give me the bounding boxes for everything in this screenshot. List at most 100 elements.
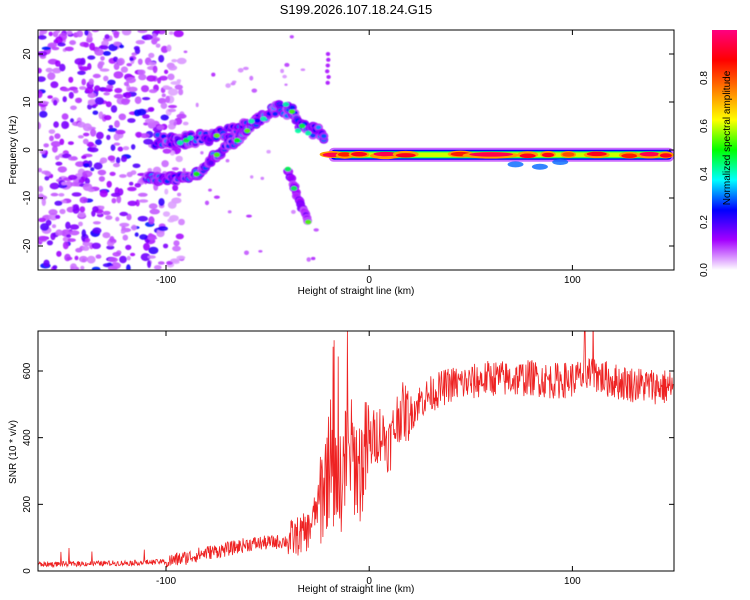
noise-cell [45,219,52,226]
colorbar-tick-label: 0.4 [699,167,710,181]
noise-cell [137,69,146,75]
noise-cell [113,93,124,99]
noise-cell [172,245,181,252]
noise-cell [140,253,151,262]
noise-cell [249,75,254,81]
noise-cell [68,174,78,181]
noise-cell [91,210,96,217]
noise-cell [137,192,148,197]
noise-cell [90,167,95,172]
noise-cell [67,238,76,243]
noise-cell [113,62,120,70]
noise-cell [258,250,263,253]
noise-cell [41,30,48,35]
noise-cell [115,157,121,164]
noise-cell [38,76,46,82]
noise-cell [134,232,139,237]
noise-cell [108,125,113,129]
noise-cell [75,97,82,104]
noise-cell [92,227,102,234]
noise-cell [69,40,77,46]
noise-cell [80,57,86,66]
noise-cell [86,255,96,264]
noise-cell [84,177,90,185]
noise-cell [106,245,115,250]
noise-cell [87,92,97,99]
noise-cell [159,75,168,81]
noise-cell [109,236,115,243]
spectrogram-cells [38,30,331,270]
main-signal-hotspot [639,151,660,157]
noise-cell [51,224,57,229]
noise-cell [116,57,125,66]
noise-cell [282,74,287,79]
noise-cell [110,105,118,113]
noise-cell [119,255,127,264]
noise-cell [79,206,86,213]
noise-cell [213,195,220,199]
noise-cell [246,214,252,218]
noise-cell [72,204,80,211]
noise-cell [107,155,116,161]
noise-cell [111,198,117,204]
noise-cell [58,193,65,197]
noise-cell [116,195,122,204]
noise-cell [86,38,93,43]
noise-cell [94,85,101,92]
noise-cell [127,200,138,206]
upper-branch-cell [282,102,290,107]
noise-cell [300,68,306,71]
noise-cell [152,32,157,40]
noise-cell [175,155,183,163]
noise-cell [98,45,109,50]
noise-cell [326,75,331,79]
noise-cell [119,211,129,217]
noise-cell [91,266,101,270]
noise-cell [66,234,72,238]
noise-cell [103,75,109,82]
main-signal-hotspot [542,152,555,158]
noise-cell [82,138,89,145]
noise-cell [138,199,149,203]
noise-cell [103,115,112,121]
snr-x-tick-label: 100 [564,576,581,587]
noise-cell [67,141,74,146]
noise-cell [38,217,47,223]
noise-cell [48,31,53,37]
noise-cell [62,96,67,103]
noise-cell [143,122,149,126]
noise-cell [171,59,178,63]
noise-cell [115,129,126,135]
noise-cell [38,90,43,99]
noise-cell [43,143,49,148]
noise-cell [55,36,63,44]
noise-cell [260,176,265,180]
noise-cell [183,50,188,54]
colorbar-ticks: 0.0 0.2 0.4 0.6 0.8 [699,71,710,277]
noise-cell [115,216,120,222]
noise-cell [54,200,63,206]
noise-cell [47,72,56,80]
noise-cell [44,176,50,181]
noise-cell [178,88,184,96]
noise-cell [166,44,172,52]
noise-cell [153,30,161,35]
noise-cell [182,121,189,126]
noise-cell [68,76,74,83]
noise-cell [325,63,330,68]
noise-cell [84,87,94,94]
noise-cell [88,78,94,85]
spectrogram-plot-area [38,30,674,270]
noise-cell [143,138,154,145]
noise-cell [50,81,59,89]
noise-cell [131,224,137,231]
lower-branch-cell [208,160,214,166]
noise-cell [173,30,184,38]
upper-branch-cell [288,109,296,114]
noise-cell [80,265,85,270]
noise-cell [129,57,134,62]
noise-cell [280,68,284,74]
noise-cell [311,256,316,261]
noise-cell [39,149,46,155]
